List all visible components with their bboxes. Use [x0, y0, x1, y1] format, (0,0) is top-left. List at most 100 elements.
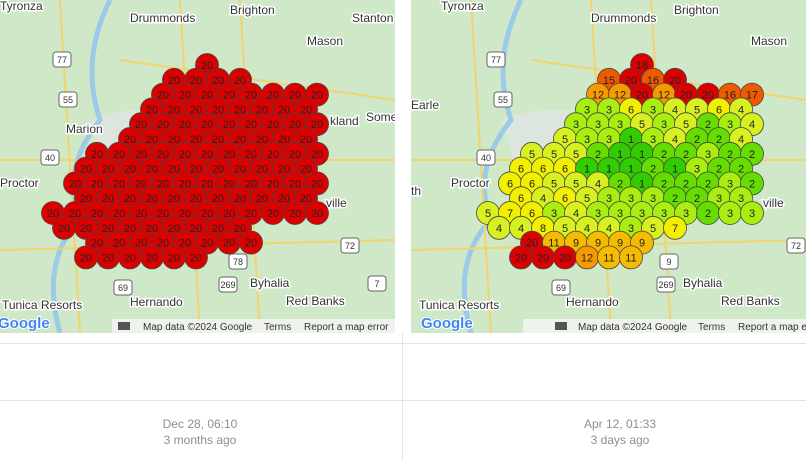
cell-value: 20	[157, 238, 169, 250]
cell-value: 3	[749, 208, 755, 220]
relative-time: 3 months ago	[163, 433, 237, 447]
route-shield	[52, 51, 72, 68]
cell-value: 7	[507, 208, 513, 220]
cell-value: 20	[311, 119, 323, 131]
cell-value: 3	[738, 193, 744, 205]
cell-value: 9	[595, 238, 601, 250]
cell-value: 1	[639, 149, 645, 161]
cell-value: 6	[562, 164, 568, 176]
cell-value: 9	[617, 238, 623, 250]
place-label: Brighton	[674, 3, 719, 17]
cell-value: 20	[113, 149, 125, 161]
cell-value: 20	[223, 90, 235, 102]
cell-value: 5	[573, 149, 579, 161]
cell-value: 20	[300, 164, 312, 176]
cell-value: 20	[135, 119, 147, 131]
cell-value: 20	[146, 164, 158, 176]
cell-value: 20	[267, 208, 279, 220]
cell-value: 3	[727, 119, 733, 131]
cell-value: 5	[529, 149, 535, 161]
date: Apr 12, 01:33	[583, 417, 657, 431]
route-number: 69	[118, 283, 128, 293]
heat-cell	[239, 230, 263, 255]
map-data[interactable]: Map data ©2024 Google	[578, 322, 688, 333]
cell-value: 20	[168, 75, 180, 87]
route-number: 72	[345, 241, 355, 251]
cell-value: 20	[267, 119, 279, 131]
route-shield	[58, 91, 78, 108]
cell-value: 4	[496, 223, 502, 235]
cell-value: 20	[245, 208, 257, 220]
cell-value: 5	[562, 223, 568, 235]
cell-value: 3	[694, 164, 700, 176]
route-number: 77	[57, 55, 67, 65]
heat-cell	[663, 215, 687, 240]
place-label: Marion	[66, 122, 103, 136]
cell-value: 20	[234, 134, 246, 146]
cell-value: 20	[300, 193, 312, 205]
timestamp: Apr 12, 01:33 3 days ago	[420, 416, 806, 448]
cell-value: 3	[727, 178, 733, 190]
cell-value: 20	[146, 223, 158, 235]
cell-value: 2	[661, 149, 667, 161]
cell-value: 3	[595, 119, 601, 131]
cell-value: 20	[311, 178, 323, 190]
cell-value: 17	[746, 90, 758, 102]
cell-value: 20	[91, 238, 103, 250]
terms-link[interactable]: Terms	[698, 322, 725, 333]
report-link[interactable]: Report a map error	[738, 322, 806, 333]
road	[470, 0, 492, 333]
place-label: Drummonds	[130, 11, 195, 25]
cell-value: 20	[91, 208, 103, 220]
cell-value: 20	[702, 90, 714, 102]
road	[119, 59, 395, 101]
route-shield	[218, 276, 238, 293]
relative-time: 3 days ago	[590, 433, 650, 447]
route-shield	[659, 253, 679, 270]
cell-value: 20	[223, 178, 235, 190]
cell-value: 8	[540, 223, 546, 235]
route-shield	[476, 149, 496, 166]
map-panel: Tyronza Drummonds Brighton Stanton Mason Mari…	[0, 0, 395, 333]
cell-value: 20	[201, 149, 213, 161]
cell-value: 4	[749, 119, 755, 131]
route-number: 40	[45, 153, 55, 163]
cell-value: 20	[91, 149, 103, 161]
cell-value: 20	[124, 223, 136, 235]
route-number: 78	[233, 257, 243, 267]
terms-link[interactable]: Terms	[264, 322, 291, 333]
place-label: ville	[763, 196, 784, 210]
attribution-bar	[523, 319, 806, 333]
report-link[interactable]: Report a map error	[304, 322, 389, 333]
cell-value: 20	[223, 119, 235, 131]
cell-value: 20	[47, 208, 59, 220]
cell-value: 20	[300, 134, 312, 146]
cell-value: 20	[179, 119, 191, 131]
cell-value: 20	[201, 208, 213, 220]
cell-value: 20	[234, 164, 246, 176]
cell-value: 20	[526, 238, 538, 250]
cell-value: 20	[515, 252, 527, 264]
cell-value: 20	[223, 208, 235, 220]
cell-value: 20	[278, 193, 290, 205]
cell-value: 20	[179, 238, 191, 250]
cell-value: 20	[124, 193, 136, 205]
cell-value: 5	[683, 119, 689, 131]
cell-value: 20	[300, 104, 312, 116]
cell-value: 20	[267, 149, 279, 161]
cell-value: 3	[606, 193, 612, 205]
cell-value: 20	[190, 252, 202, 264]
cell-value: 2	[738, 164, 744, 176]
cell-value: 3	[661, 208, 667, 220]
cell-value: 20	[135, 149, 147, 161]
route-number: 55	[63, 95, 73, 105]
map-data[interactable]: Map data ©2024 Google	[143, 322, 253, 333]
cell-value: 15	[603, 75, 615, 87]
cell-value: 3	[584, 104, 590, 116]
cell-value: 16	[647, 75, 659, 87]
cell-value: 5	[650, 223, 656, 235]
cell-value: 20	[256, 164, 268, 176]
cell-value: 20	[69, 208, 81, 220]
route-number: 269	[658, 280, 673, 290]
route-number: 269	[220, 280, 235, 290]
